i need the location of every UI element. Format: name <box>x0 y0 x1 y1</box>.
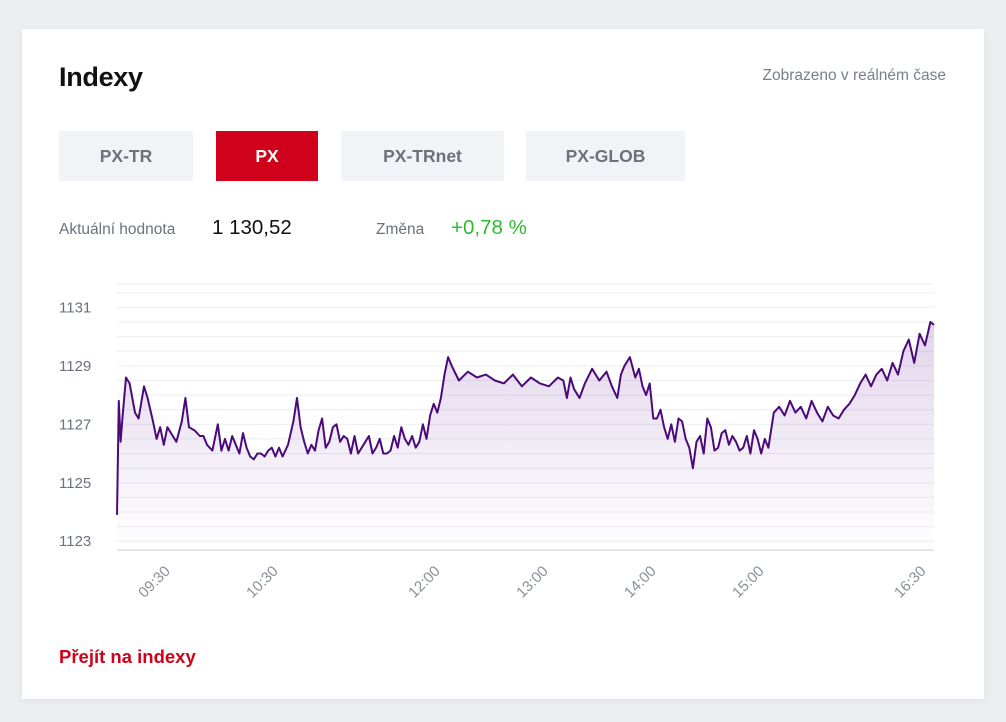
x-tick-label: 16:30 <box>891 563 930 602</box>
x-tick-label: 15:00 <box>729 563 768 602</box>
change-label: Změna <box>376 221 425 238</box>
tab-px-trnet[interactable]: PX-TRnet <box>341 131 504 181</box>
tab-px[interactable]: PX <box>216 131 318 181</box>
indices-card: Indexy Zobrazeno v reálném čase PX-TR PX… <box>22 29 984 699</box>
index-chart: 1123 1125 1127 1129 1131 09:30 10:30 12:00 13:0… <box>59 283 935 602</box>
x-tick-label: 14:00 <box>621 563 660 602</box>
x-tick-label: 09:30 <box>135 563 174 602</box>
current-value: 1 130,52 <box>212 216 292 239</box>
change-value: +0,78 % <box>451 216 527 239</box>
go-to-indices-link[interactable]: Přejít na indexy <box>59 646 196 667</box>
y-tick-label: 1123 <box>59 533 91 550</box>
card-title: Indexy <box>59 62 143 92</box>
x-tick-label: 12:00 <box>405 563 444 602</box>
y-tick-label: 1131 <box>59 299 91 316</box>
realtime-note: Zobrazeno v reálném čase <box>762 67 946 84</box>
x-tick-label: 13:00 <box>513 563 552 602</box>
tab-px-tr[interactable]: PX-TR <box>59 131 193 181</box>
x-axis-ticks: 09:30 10:30 12:00 13:00 14:00 15:00 16:30 <box>135 563 929 602</box>
y-tick-label: 1129 <box>59 358 91 375</box>
y-tick-label: 1125 <box>59 475 91 492</box>
chart-area-fill <box>117 322 934 550</box>
y-tick-label: 1127 <box>59 416 91 433</box>
chart-series-line <box>116 321 935 515</box>
current-value-label: Aktuální hodnota <box>59 221 176 238</box>
x-tick-label: 10:30 <box>243 563 282 602</box>
tab-px-glob[interactable]: PX-GLOB <box>526 131 685 181</box>
y-axis-ticks: 1123 1125 1127 1129 1131 <box>59 299 91 550</box>
